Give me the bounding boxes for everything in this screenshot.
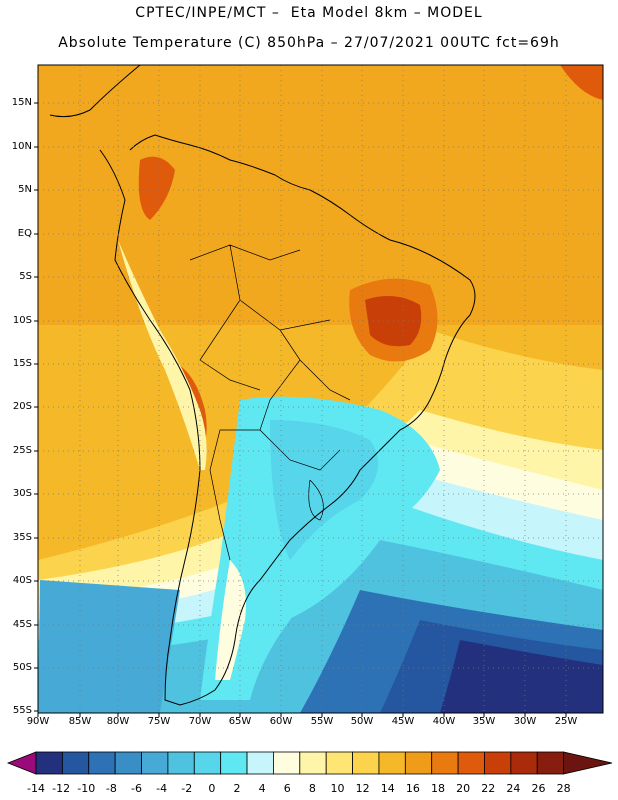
lon-label: 70W	[188, 716, 212, 727]
lon-label: 60W	[269, 716, 293, 727]
lon-label: 80W	[106, 716, 130, 727]
colorbar-swatch	[61, 751, 90, 775]
continental-cold-air	[200, 396, 440, 700]
andes-cool-strip	[118, 240, 207, 470]
coastline	[49, 65, 476, 706]
colorbar-tick-label: 6	[283, 782, 291, 795]
lon-label: 65W	[228, 716, 252, 727]
map-plot-area	[38, 65, 603, 713]
colorbar-tick-label: 4	[258, 782, 266, 795]
lat-label: 10S	[12, 315, 32, 326]
lat-label: 15S	[12, 358, 32, 369]
patagonia-band	[215, 560, 246, 680]
lat-label: 25S	[12, 445, 32, 456]
lat-label: 40S	[12, 575, 32, 586]
lat-label: 50S	[12, 662, 32, 673]
map-title-line-2: Absolute Temperature (C) 850hPa – 27/07/…	[58, 35, 560, 51]
colorbar-swatch	[484, 751, 512, 775]
lat-lon-grid	[38, 65, 603, 713]
lat-label: 5N	[18, 184, 32, 195]
axis-ticks	[34, 102, 567, 717]
colorbar-tick-label: -6	[131, 782, 142, 795]
colorbar-tick-label: 26	[531, 782, 546, 795]
colorbar-swatch	[193, 751, 222, 775]
colorbar-swatch	[299, 751, 327, 775]
lat-label: EQ	[17, 228, 32, 239]
band-atlantic-coldest	[440, 640, 603, 713]
hotspot-andes-north	[138, 156, 175, 220]
colorbar-swatch	[378, 751, 406, 775]
band-pacific-cold	[38, 580, 180, 713]
colorbar-swatch	[220, 751, 248, 775]
lon-label: 25W	[554, 716, 578, 727]
lon-label: 45W	[391, 716, 415, 727]
colorbar-tick-label: 8	[308, 782, 316, 795]
colorbar-tick-label: 22	[481, 782, 496, 795]
lon-label: 35W	[472, 716, 496, 727]
lat-label: 35S	[12, 532, 32, 543]
colorbar-swatch	[88, 751, 116, 775]
lon-label: 75W	[147, 716, 171, 727]
lon-label: 85W	[68, 716, 92, 727]
lon-label: 40W	[432, 716, 456, 727]
lat-label: 30S	[12, 488, 32, 499]
lat-label: 10N	[11, 141, 32, 152]
lon-label: 50W	[350, 716, 374, 727]
colorbar-tick-label: 24	[506, 782, 521, 795]
colorbar-swatch	[141, 751, 169, 775]
map-title-line-1: CPTEC/INPE/MCT – Eta Model 8km – MODEL	[135, 5, 483, 21]
colorbar-tick-label: -2	[181, 782, 193, 795]
lon-label: 55W	[310, 716, 334, 727]
hotspot-northeast-corner	[560, 65, 603, 100]
map-frame	[37, 64, 604, 714]
colorbar-tick-label: 18	[430, 782, 445, 795]
colorbar-tick-label: 28	[556, 782, 571, 795]
colorbar	[6, 751, 613, 775]
colorbar-tick-label: 16	[405, 782, 420, 795]
colorbar-tick-label: -10	[77, 782, 96, 795]
colorbar-swatch	[510, 751, 538, 775]
colorbar-tick-label: 20	[456, 782, 471, 795]
colorbar-swatch	[35, 751, 63, 775]
colorbar-swatch	[457, 751, 485, 775]
colorbar-tick-label: 2	[233, 782, 241, 795]
lon-label: 30W	[513, 716, 537, 727]
colorbar-swatch	[246, 751, 274, 775]
colorbar-swatch	[325, 751, 353, 775]
colorbar-swatch	[536, 751, 565, 775]
colorbar-swatch	[404, 751, 433, 775]
colorbar-tick-label: 12	[355, 782, 370, 795]
colorbar-tick-label: -12	[52, 782, 71, 795]
lon-label: 90W	[26, 716, 50, 727]
colorbar-tick-label: -8	[105, 782, 117, 795]
colorbar-tick-label: 0	[208, 782, 216, 795]
colorbar-swatch	[273, 751, 301, 775]
colorbar-tick-label: -14	[27, 782, 45, 795]
colorbar-tick-label: -4	[156, 782, 168, 795]
colorbar-swatch	[352, 751, 380, 775]
colorbar-left-arrow	[6, 751, 37, 775]
colorbar-right-arrow	[563, 751, 613, 775]
colorbar-tick-label: 10	[330, 782, 345, 795]
colorbar-swatch	[114, 751, 142, 775]
colorbar-tick-label: 14	[380, 782, 395, 795]
lat-label: 5S	[19, 271, 32, 282]
country-borders	[189, 244, 351, 561]
colorbar-swatch	[167, 751, 195, 775]
colorbar-swatch	[431, 751, 459, 775]
lat-label: 20S	[12, 401, 32, 412]
continental-colder-air	[270, 420, 378, 560]
lat-label: 15N	[11, 97, 32, 108]
lat-label: 45S	[12, 619, 32, 630]
lat-label: 55S	[12, 705, 32, 716]
